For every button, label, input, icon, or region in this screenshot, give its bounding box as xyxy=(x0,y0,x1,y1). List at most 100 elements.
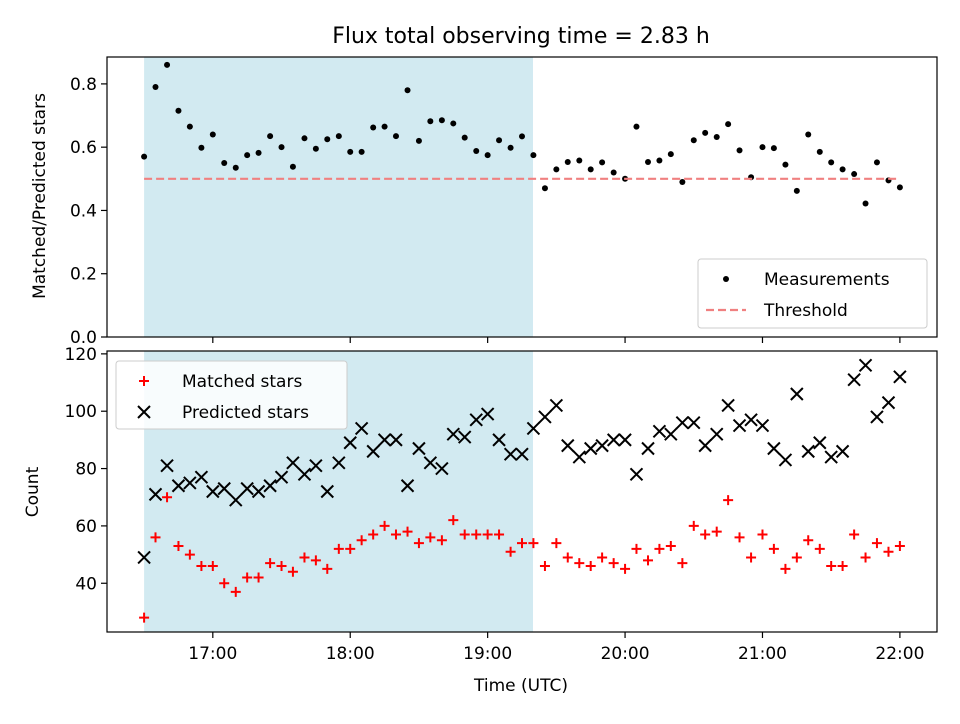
matched-star-point xyxy=(276,561,287,572)
predicted-star-point xyxy=(538,410,552,424)
predicted-star-point xyxy=(320,484,334,499)
shaded-interval xyxy=(144,57,533,337)
predicted-star-point xyxy=(664,427,678,441)
matched-star-point xyxy=(436,535,447,546)
matched-star-point xyxy=(230,586,241,597)
predicted-star-point xyxy=(584,441,598,456)
measurement-point xyxy=(415,137,422,144)
measurement-point xyxy=(702,129,709,136)
y-tick-label: 0.8 xyxy=(70,75,97,95)
measurement-point xyxy=(209,131,216,138)
predicted-star-point xyxy=(698,438,712,453)
measurement-point xyxy=(862,200,869,207)
measurement-point xyxy=(473,147,480,154)
predicted-star-point xyxy=(858,358,873,373)
legend-box xyxy=(697,258,928,329)
measurement-point xyxy=(690,137,697,144)
measurement-point xyxy=(530,152,537,159)
bottom-y-axis-label: Count xyxy=(23,466,43,517)
y-tick-label: 0.6 xyxy=(70,138,97,158)
measurement-point xyxy=(358,148,365,155)
predicted-star-point xyxy=(332,456,346,470)
predicted-star-point xyxy=(423,456,438,470)
predicted-star-point xyxy=(446,427,460,441)
y-tick-label: 40 xyxy=(75,574,97,594)
matched-star-point xyxy=(287,566,298,577)
measurement-point xyxy=(873,159,880,166)
measurement-point xyxy=(404,87,411,94)
predicted-star-point xyxy=(629,467,644,482)
legend-box xyxy=(115,360,348,430)
measurement-point xyxy=(301,135,308,142)
measurement-point xyxy=(198,144,205,151)
matched-star-point xyxy=(608,558,619,569)
matched-star-point xyxy=(207,561,218,572)
predicted-star-point xyxy=(480,407,495,421)
measurement-point xyxy=(461,134,468,141)
predicted-star-point xyxy=(767,441,781,456)
predicted-star-point xyxy=(435,461,449,476)
measurement-point xyxy=(713,134,720,141)
predicted-star-point xyxy=(412,441,426,456)
predicted-star-point xyxy=(813,436,827,450)
matched-star-point xyxy=(780,563,791,574)
predicted-star-point xyxy=(206,484,220,499)
predicted-star-point xyxy=(847,372,861,387)
predicted-star-point xyxy=(229,493,243,507)
measurement-point xyxy=(759,144,766,151)
predicted-star-point xyxy=(160,458,174,473)
matched-star-point xyxy=(482,529,493,540)
matched-star-point xyxy=(494,529,505,540)
x-tick-label: 20:00 xyxy=(601,644,650,664)
predicted-star-point xyxy=(457,430,472,444)
predicted-star-point xyxy=(778,453,793,467)
measurement-point xyxy=(507,144,514,151)
matched-star-point xyxy=(242,572,253,583)
measurement-point xyxy=(496,137,503,144)
matched-star-point xyxy=(860,552,871,563)
predicted-star-point xyxy=(710,427,724,441)
measurement-point xyxy=(656,157,663,164)
predicted-star-point xyxy=(675,415,690,430)
predicted-star-point xyxy=(755,418,770,433)
matched-star-point xyxy=(539,561,550,572)
predicted-star-point xyxy=(274,470,289,484)
measurement-point xyxy=(438,117,445,124)
predicted-star-point xyxy=(354,421,369,436)
predicted-star-point xyxy=(240,481,254,496)
matched-star-point xyxy=(322,563,333,574)
matched-star-point xyxy=(757,529,768,540)
measurement-point xyxy=(839,166,846,173)
matched-star-point xyxy=(345,543,356,554)
measurement-point xyxy=(324,136,331,143)
count-panel: 40 60 80 100 120 17:00 18:00 19:00 20:00 21:00 22:… xyxy=(65,345,938,664)
legend-label: Predicted stars xyxy=(182,403,309,423)
predicted-star-point xyxy=(171,479,186,493)
matched-star-point xyxy=(425,532,436,543)
predicted-star-point xyxy=(251,484,266,499)
measurement-point xyxy=(564,159,571,166)
matched-star-point xyxy=(643,555,654,566)
predicted-star-point xyxy=(801,444,815,459)
predicted-star-point xyxy=(343,436,357,450)
predicted-star-point xyxy=(606,433,621,447)
predicted-star-point xyxy=(618,433,632,447)
matched-star-point xyxy=(631,543,642,554)
matched-star-point xyxy=(173,540,184,551)
measurement-point xyxy=(255,149,262,156)
matched-star-point xyxy=(711,526,722,537)
measurement-point xyxy=(381,123,388,130)
x-tick-label: 18:00 xyxy=(326,644,375,664)
matched-star-point xyxy=(574,558,585,569)
matched-star-point xyxy=(562,552,573,563)
predicted-star-point xyxy=(217,481,231,496)
matched-star-point xyxy=(413,538,424,549)
predicted-star-point xyxy=(641,441,655,456)
y-tick-label: 0.0 xyxy=(70,328,97,348)
bottom-axes-frame xyxy=(106,350,938,633)
legend-marker xyxy=(139,376,149,386)
measurement-point xyxy=(805,131,812,138)
x-tick-label: 17:00 xyxy=(188,644,237,664)
predicted-star-point xyxy=(824,450,838,464)
matched-star-point xyxy=(688,520,699,531)
